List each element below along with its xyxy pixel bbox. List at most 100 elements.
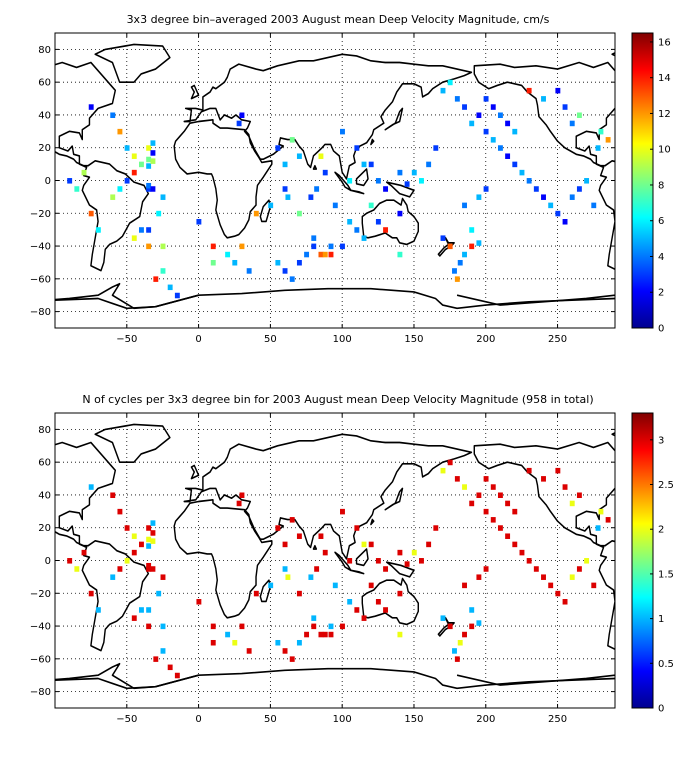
velocity-bin-cell	[81, 169, 87, 176]
cycles-bin-cell	[368, 541, 374, 548]
velocity-bin-cell	[361, 161, 367, 168]
velocity-bin-cell	[146, 227, 152, 233]
cycles-bin-cell	[146, 525, 152, 531]
cycles-bin-cell	[340, 508, 345, 515]
cycles-bin-cell	[88, 484, 94, 490]
cycles-colorbar-tick-label: 2	[658, 525, 664, 536]
cycles-x-tick-label: 150	[404, 714, 423, 725]
cycles-bin-cell	[426, 541, 432, 548]
velocity-bin-cell	[562, 219, 568, 225]
cycles-bin-cell	[150, 530, 156, 536]
velocity-bin-cell	[131, 153, 137, 159]
cycles-bin-cell	[236, 500, 242, 507]
cycles-bin-cell	[598, 508, 604, 515]
velocity-bin-cell	[146, 186, 152, 192]
velocity-bin-cell	[340, 243, 345, 250]
cycles-bin-cell	[440, 467, 446, 474]
velocity-bin-cell	[469, 120, 475, 127]
cycles-bin-cell	[160, 574, 166, 580]
velocity-bin-cell	[526, 87, 532, 94]
velocity-bin-cell	[505, 153, 511, 159]
velocity-bin-cell	[146, 156, 152, 163]
cycles-bin-cell	[469, 500, 475, 507]
cycles-bin-cell	[332, 582, 338, 589]
cycles-bin-cell	[314, 566, 320, 572]
velocity-colorbar-tick-label: 12	[658, 109, 671, 120]
cycles-bin-cell	[383, 566, 389, 572]
velocity-bin-cell	[368, 202, 374, 209]
velocity-x-tick-label: 0	[195, 334, 201, 345]
cycles-bin-cell	[311, 623, 317, 630]
cycles-y-tick-label: −60	[30, 654, 51, 665]
cycles-bin-cell	[81, 549, 87, 556]
velocity-bin-cell	[289, 137, 295, 143]
cycles-bin-cell	[160, 648, 166, 654]
cycles-bin-cell	[454, 476, 460, 482]
cycles-bin-cell	[275, 525, 281, 531]
velocity-bin-cell	[210, 259, 216, 266]
cycles-bin-cell	[397, 590, 403, 597]
velocity-bin-cell	[433, 145, 439, 151]
cycles-bin-cell	[440, 615, 446, 621]
cycles-bin-cell	[322, 549, 328, 556]
cycles-bin-cell	[490, 484, 496, 490]
velocity-bin-cell	[139, 161, 144, 168]
velocity-bin-cell	[88, 210, 94, 217]
velocity-bin-cell	[318, 251, 324, 258]
velocity-bin-cell	[304, 251, 310, 258]
velocity-bin-cell	[397, 169, 403, 176]
cycles-bin-cell	[67, 558, 73, 564]
velocity-colorbar-tick-label: 4	[658, 252, 664, 263]
velocity-bin-cell	[361, 235, 367, 241]
velocity-bin-cell	[322, 169, 328, 176]
cycles-bin-cell	[322, 631, 328, 638]
cycles-bin-cell	[548, 582, 554, 589]
cycles-x-tick-label: 100	[333, 714, 352, 725]
cycles-bin-cell	[576, 566, 582, 572]
velocity-bin-cell	[174, 292, 180, 299]
velocity-x-tick-label: 250	[548, 334, 567, 345]
cycles-bin-cell	[253, 590, 259, 597]
cycles-bin-cell	[605, 517, 611, 523]
velocity-bin-cell	[239, 112, 245, 119]
velocity-bin-cell	[548, 202, 554, 209]
cycles-bin-cell	[239, 623, 245, 630]
cycles-bin-cell	[88, 590, 94, 597]
velocity-colorbar-tick-label: 8	[658, 180, 664, 191]
velocity-bin-cell	[419, 178, 424, 184]
cycles-x-ticks: −50 0 50 100 150 200 250	[116, 413, 567, 725]
velocity-colorbar-tick-label: 2	[658, 288, 664, 299]
cycles-bin-cell	[519, 549, 525, 556]
cycles-bin-cell	[167, 664, 173, 671]
velocity-bin-cell	[533, 186, 539, 192]
velocity-bin-cell	[95, 227, 101, 233]
velocity-bin-cell	[576, 112, 582, 119]
velocity-bin-cell	[595, 145, 601, 151]
velocity-y-tick-label: −20	[30, 209, 51, 220]
velocity-bin-cell	[383, 186, 389, 192]
velocity-bin-cell	[483, 96, 489, 102]
velocity-y-tick-label: 40	[38, 110, 51, 121]
velocity-bin-cell	[146, 145, 152, 151]
cycles-bin-cell	[174, 672, 180, 679]
cycles-bin-cell	[555, 590, 561, 597]
velocity-bin-cell	[340, 128, 345, 135]
cycles-x-tick-label: 200	[476, 714, 495, 725]
velocity-bin-cell	[397, 251, 403, 258]
velocity-bin-cell	[411, 169, 417, 176]
cycles-bin-cell	[497, 525, 503, 531]
cycles-bin-cell	[156, 590, 162, 597]
velocity-bin-cell	[328, 251, 334, 258]
cycles-bin-cell	[311, 615, 317, 621]
cycles-bin-cell	[146, 536, 152, 543]
cycles-bin-cell	[595, 525, 601, 531]
cycles-bin-cell	[110, 574, 116, 580]
velocity-bin-cell	[150, 186, 156, 192]
velocity-grid	[55, 33, 615, 328]
cycles-bin-cell	[210, 639, 216, 646]
cycles-bin-cell	[232, 639, 238, 646]
cycles-y-tick-label: −80	[30, 687, 51, 698]
cycles-bin-cell	[110, 492, 116, 499]
cycles-x-tick-label: 250	[548, 714, 567, 725]
cycles-bin-cell	[576, 492, 582, 499]
